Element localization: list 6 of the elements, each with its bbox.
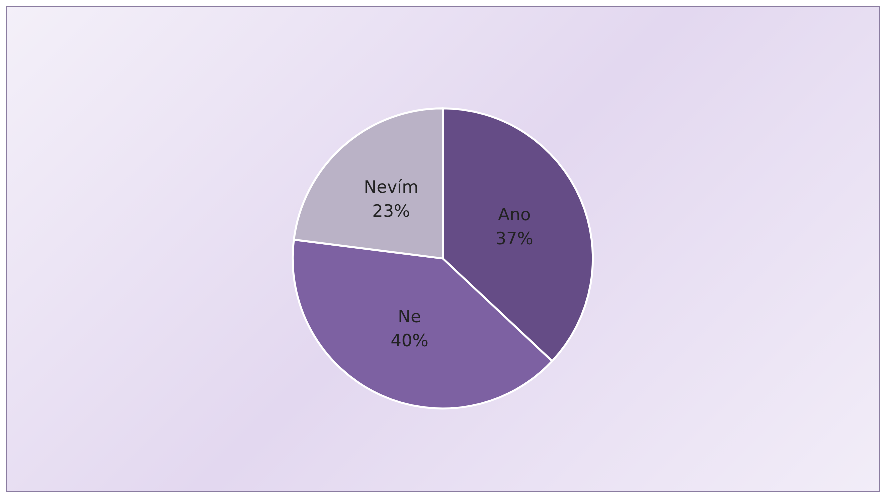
- data-label: 23%: [372, 202, 410, 222]
- slice-label: Nevím: [364, 178, 419, 198]
- data-label: 40%: [390, 331, 429, 352]
- data-label: 37%: [496, 230, 534, 250]
- slice-label: Ne: [398, 307, 422, 328]
- slice-label: Ano: [498, 206, 532, 226]
